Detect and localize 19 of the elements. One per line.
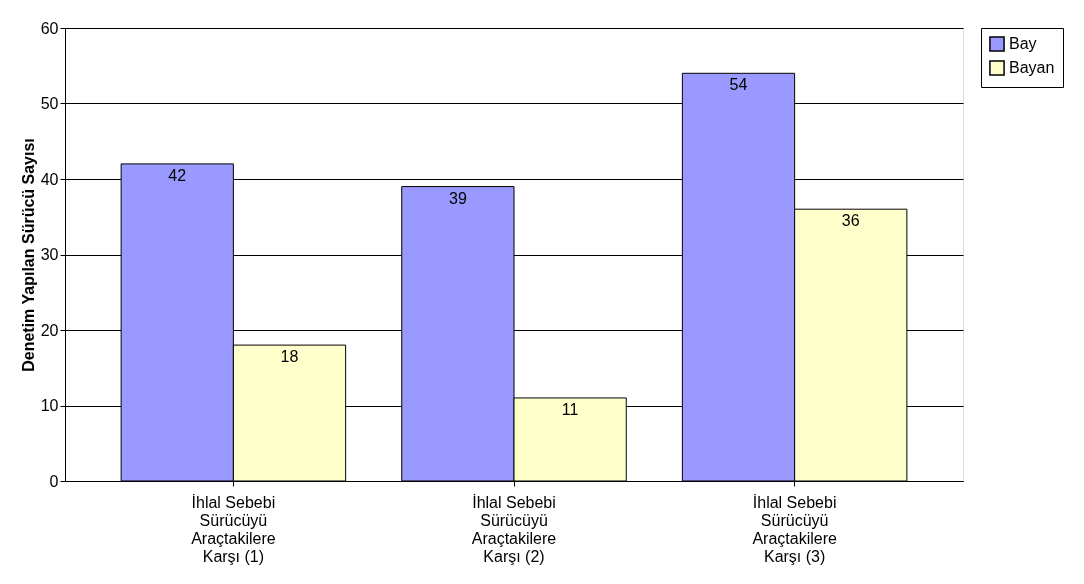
y-tick-label: 20 xyxy=(40,321,59,339)
data-label: 18 xyxy=(280,348,299,366)
y-tick-label: 50 xyxy=(40,95,59,112)
legend-label: Bayan xyxy=(1009,59,1055,76)
y-tick-label: 10 xyxy=(40,397,59,414)
legend-label: Bay xyxy=(1009,35,1037,52)
x-tick-label: İhlal Sebebi Sürücüyü Araçtakilere Karşı (2) xyxy=(471,492,557,565)
y-tick-label: 30 xyxy=(40,246,59,263)
y-axis-title: Denetim Yapılan Sürücü Sayısı xyxy=(19,138,37,372)
y-tick-label: 60 xyxy=(40,19,59,37)
x-tick-label: İhlal Sebebi Sürücüyü Araçtakilere Karşı (3) xyxy=(752,492,837,565)
y-tick-label: 40 xyxy=(40,170,59,188)
y-tick-label: 0 xyxy=(49,472,59,490)
data-label: 11 xyxy=(561,400,579,418)
x-tick-label: İhlal Sebebi Sürücüyü Araçtakilere Karşı (1) xyxy=(191,492,276,565)
data-label: 36 xyxy=(841,212,860,230)
data-label: 39 xyxy=(448,189,467,207)
data-label: 42 xyxy=(168,166,187,184)
data-label: 54 xyxy=(729,76,748,94)
